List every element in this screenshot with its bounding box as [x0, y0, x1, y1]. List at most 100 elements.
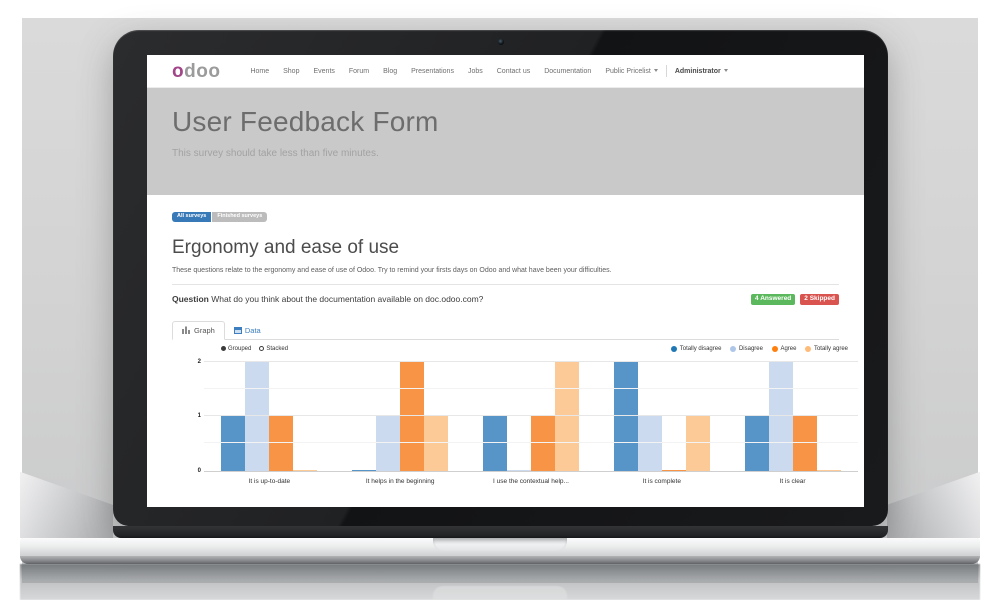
- legend-dot-icon: [805, 345, 812, 352]
- top-navbar: odoo Home Shop Events Forum Blog Presentation…: [147, 55, 864, 88]
- odoo-logo[interactable]: odoo: [172, 62, 220, 81]
- bar-totally-agree[interactable]: [293, 469, 318, 471]
- legend-item-totally-agree[interactable]: Totally agree: [805, 345, 848, 352]
- bar-disagree[interactable]: [637, 416, 662, 471]
- stacked-radio[interactable]: Stacked: [259, 346, 288, 352]
- tab-graph-label: Graph: [194, 325, 215, 335]
- administrator-label: Administrator: [674, 67, 721, 75]
- answered-badge: 4 Answered: [751, 294, 796, 305]
- main-content: All surveys Finished surveys Ergonomy an…: [147, 195, 864, 505]
- bar-disagree[interactable]: [768, 361, 793, 471]
- question-row: Question What do you think about the doc…: [172, 294, 839, 305]
- caret-down-icon: [723, 68, 728, 72]
- hero-banner: User Feedback Form This survey should ta…: [147, 88, 864, 195]
- laptop-reflection: [20, 564, 980, 600]
- bar-disagree[interactable]: [376, 416, 401, 471]
- bar-agree[interactable]: [530, 416, 555, 471]
- bar-totally-disagree[interactable]: [221, 416, 246, 471]
- nav-divider: [665, 65, 667, 77]
- laptop-lid-notch: [433, 538, 567, 551]
- bar-disagree[interactable]: [245, 361, 270, 471]
- bar-disagree[interactable]: [506, 469, 531, 471]
- x-category-label: It is clear: [779, 477, 806, 485]
- question-label: Question: [172, 294, 209, 305]
- legend-label: Agree: [780, 345, 797, 352]
- bar-agree[interactable]: [792, 416, 817, 471]
- chart-plot: 0 1 2: [198, 359, 858, 474]
- bar-group: [596, 361, 727, 471]
- bar-totally-disagree[interactable]: [352, 469, 377, 471]
- nav-item-events[interactable]: Events: [313, 67, 335, 75]
- question-text: Question What do you think about the doc…: [172, 294, 483, 304]
- nav-item-home[interactable]: Home: [250, 67, 270, 75]
- nav-item-forum[interactable]: Forum: [348, 67, 370, 75]
- chart-legend: Totally disagree Disagree Agree Totally agr…: [671, 345, 848, 352]
- nav-menu: Home Shop Events Forum Blog Presentations Jobs…: [250, 68, 591, 75]
- odoo-logo-first-letter: o: [172, 60, 185, 82]
- legend-item-disagree[interactable]: Disagree: [730, 345, 763, 352]
- radio-selected-icon: [221, 346, 226, 352]
- bar-totally-disagree[interactable]: [744, 416, 769, 471]
- gridline: [204, 387, 858, 389]
- survey-bar-chart: Grouped Stacked Totally disagree Disagree…: [147, 340, 864, 505]
- tab-data[interactable]: Data: [225, 322, 270, 339]
- legend-label: Disagree: [738, 345, 763, 352]
- bar-group: [204, 361, 335, 471]
- nav-item-blog[interactable]: Blog: [383, 67, 398, 75]
- nav-item-presentations[interactable]: Presentations: [411, 67, 454, 75]
- gridline: [204, 442, 858, 444]
- nav-item-contact-us[interactable]: Contact us: [496, 67, 531, 75]
- notch-reflection: [433, 586, 567, 600]
- nav-item-administrator[interactable]: Administrator: [675, 68, 728, 75]
- laptop-hinge: [113, 526, 888, 538]
- x-category-label: I use the contextual help...: [493, 477, 569, 485]
- legend-label: Totally agree: [813, 345, 848, 352]
- legend-dot-icon: [771, 345, 778, 352]
- bar-group: [727, 361, 858, 471]
- chart-bar-groups: [204, 361, 858, 471]
- page-subtitle: This survey should take less than five m…: [172, 148, 379, 159]
- bar-agree[interactable]: [661, 469, 686, 471]
- skipped-badge: 2 Skipped: [800, 294, 839, 305]
- bar-group: [335, 361, 466, 471]
- legend-item-totally-disagree[interactable]: Totally disagree: [671, 345, 722, 352]
- nav-item-public-pricelist[interactable]: Public Pricelist: [605, 68, 658, 75]
- laptop-bezel: odoo Home Shop Events Forum Blog Presentation…: [113, 30, 888, 526]
- bar-totally-disagree[interactable]: [613, 361, 638, 471]
- y-tick-label: 2: [197, 358, 201, 365]
- webcam-icon: [497, 39, 504, 45]
- finished-surveys-button[interactable]: Finished surveys: [212, 211, 268, 222]
- odoo-logo-rest: doo: [184, 60, 221, 82]
- table-icon: [233, 326, 242, 334]
- nav-right-group: Public Pricelist Administrator: [605, 65, 728, 77]
- legend-label: Totally disagree: [679, 345, 722, 352]
- question-badges: 4 Answered 2 Skipped: [751, 294, 839, 305]
- bar-totally-agree[interactable]: [554, 361, 579, 471]
- legend-item-agree[interactable]: Agree: [771, 345, 797, 352]
- y-tick-label: 1: [197, 413, 201, 420]
- survey-filter-group: All surveys Finished surveys: [172, 211, 268, 222]
- nav-item-shop[interactable]: Shop: [283, 67, 300, 75]
- caret-down-icon: [653, 68, 658, 72]
- nav-item-documentation[interactable]: Documentation: [544, 67, 592, 75]
- bar-totally-agree[interactable]: [816, 469, 841, 471]
- nav-item-jobs[interactable]: Jobs: [467, 67, 483, 75]
- chart-x-axis-labels: It is up-to-date It helps in the beginnin…: [204, 478, 858, 485]
- bar-agree[interactable]: [400, 361, 425, 471]
- bar-agree[interactable]: [269, 416, 294, 471]
- gridline: [204, 360, 858, 362]
- grouped-radio[interactable]: Grouped: [221, 346, 251, 352]
- gridline: [204, 415, 858, 417]
- bar-totally-agree[interactable]: [685, 416, 710, 471]
- all-surveys-button[interactable]: All surveys: [172, 211, 212, 222]
- bar-chart-icon: [182, 326, 191, 335]
- legend-dot-icon: [671, 345, 678, 352]
- stacked-label: Stacked: [266, 345, 289, 352]
- tab-graph[interactable]: Graph: [172, 320, 225, 340]
- public-pricelist-label: Public Pricelist: [605, 67, 651, 75]
- legend-dot-icon: [730, 345, 737, 352]
- bar-totally-disagree[interactable]: [482, 416, 507, 471]
- bar-group: [466, 361, 597, 471]
- bar-totally-agree[interactable]: [424, 416, 449, 471]
